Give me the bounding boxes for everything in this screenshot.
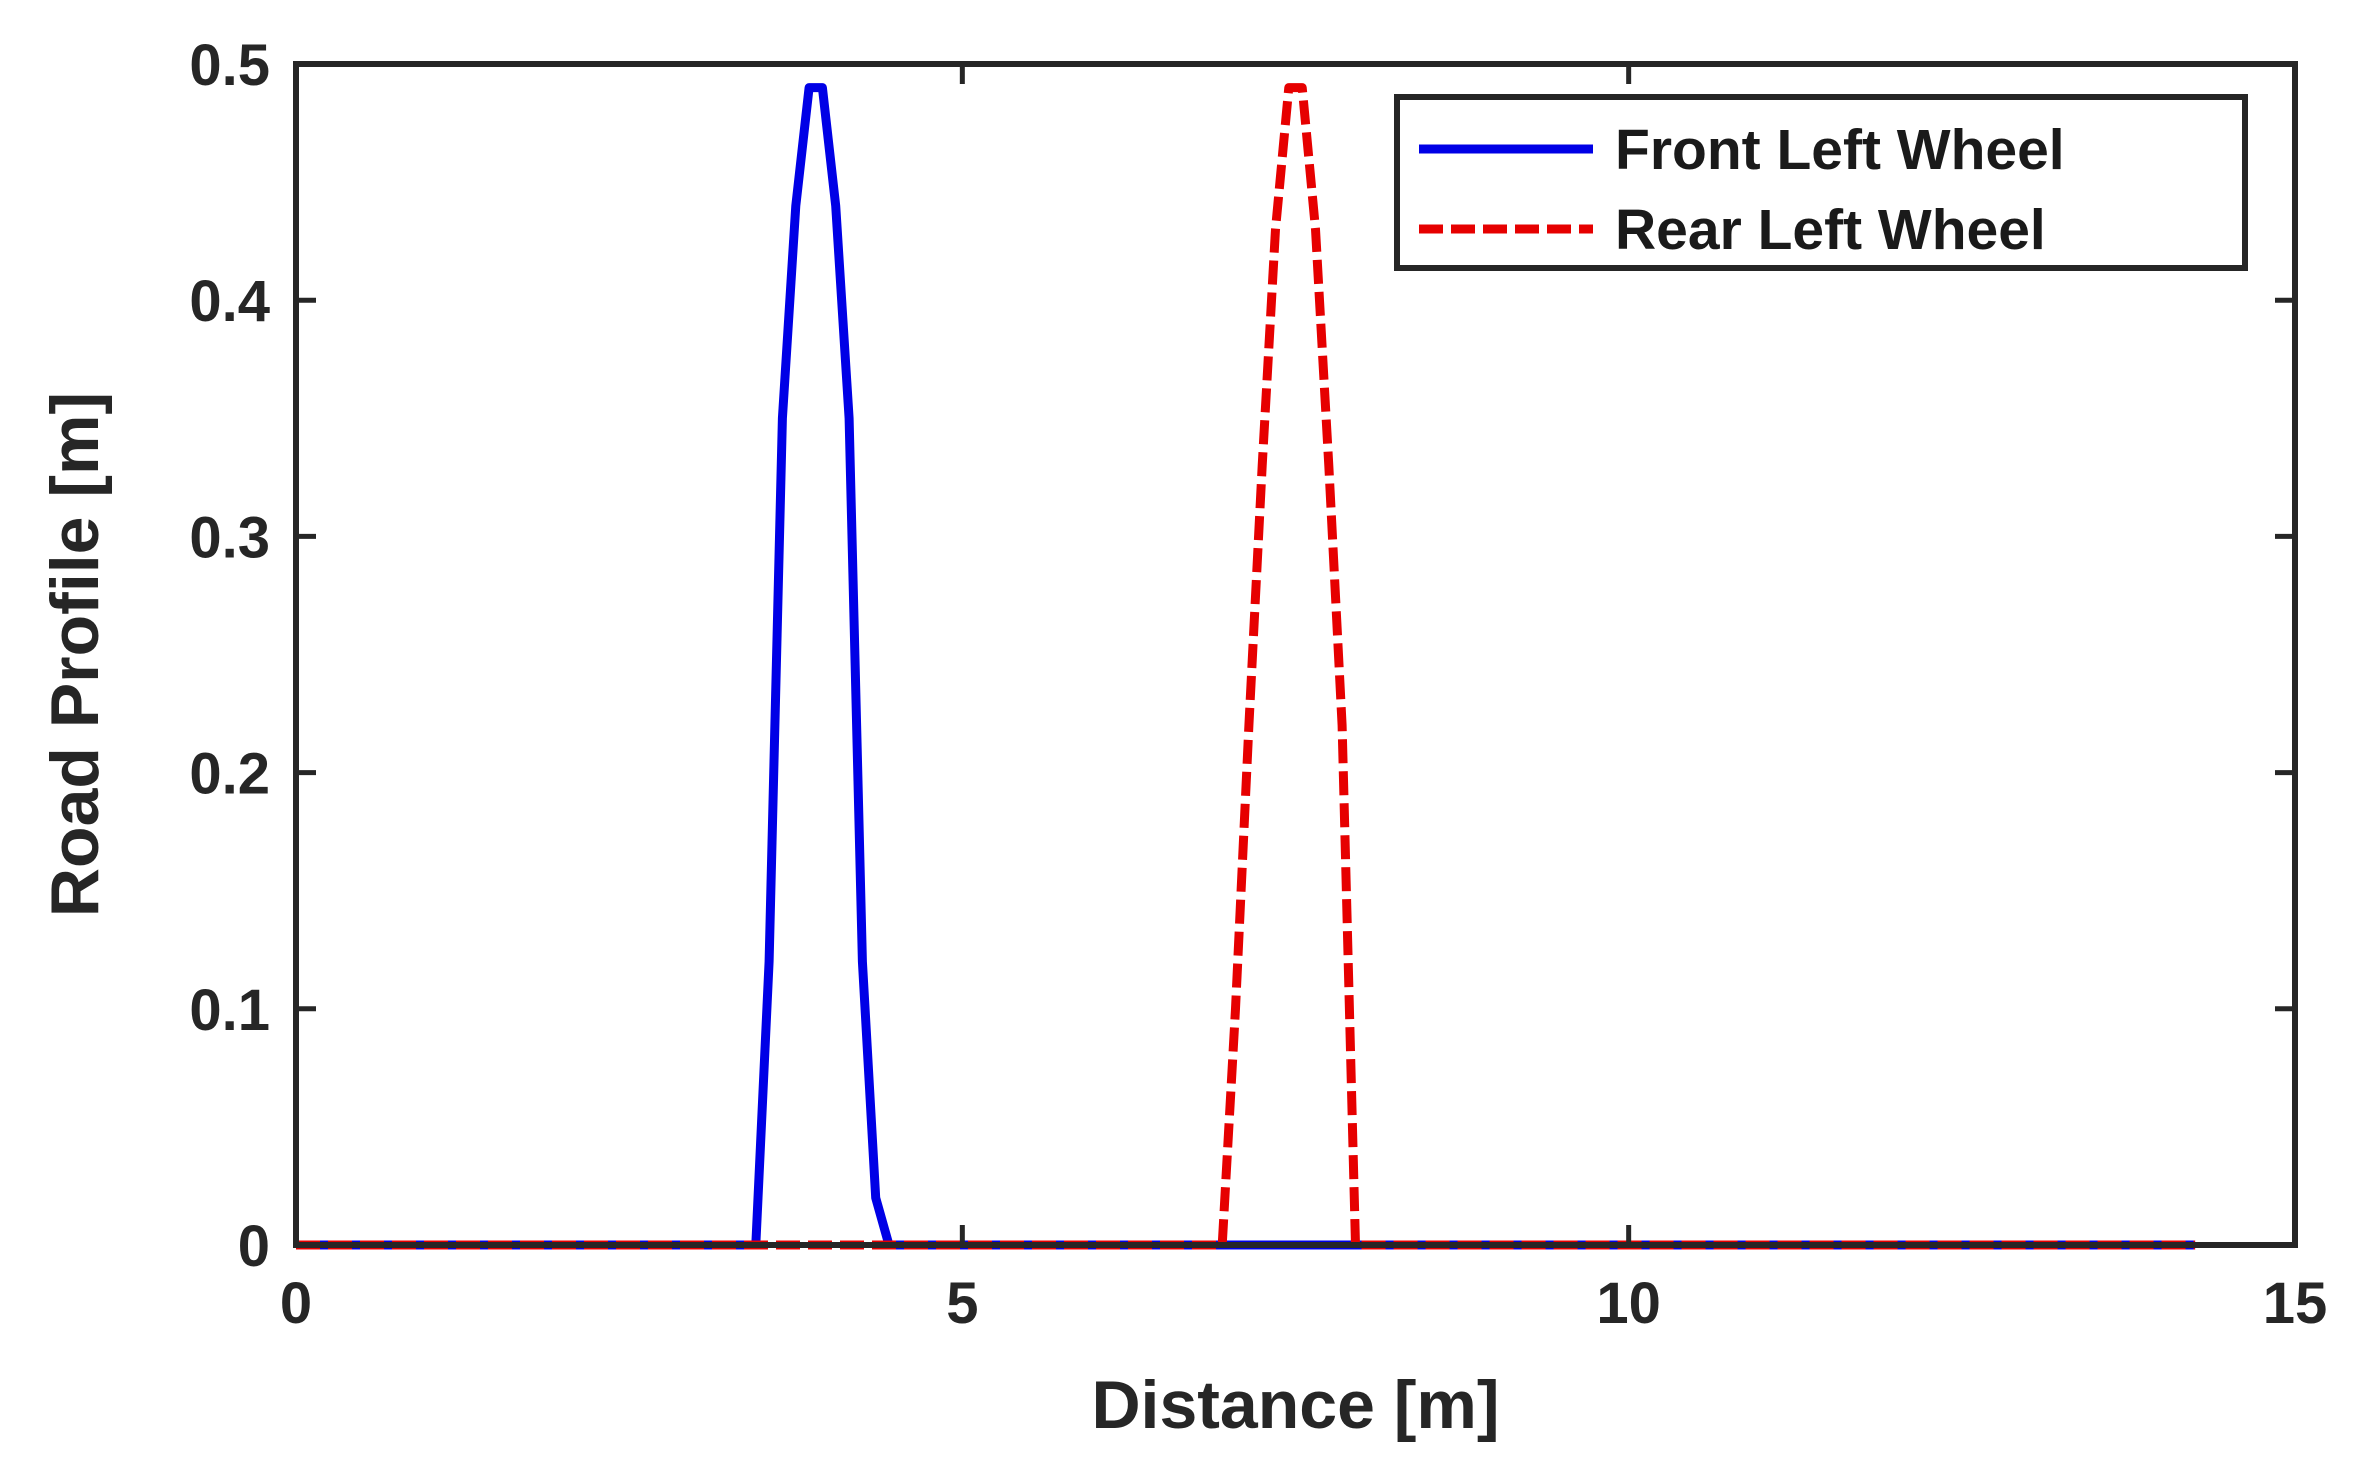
- series-layer: [296, 83, 2196, 1250]
- y-axis-title: Road Profile [m]: [37, 392, 113, 917]
- y-tick-label: 0.3: [189, 505, 270, 570]
- x-tick-label: 15: [2263, 1271, 2328, 1336]
- series-line-rear-left-wheel: [296, 83, 2196, 1250]
- axes-layer: 0 5 10 15 0 0.1 0.2 0.3 0.4 0.5 Distance [m] Road P…: [37, 33, 2327, 1443]
- x-tick-label: 10: [1596, 1271, 1661, 1336]
- legend-label-rear-left-wheel: Rear Left Wheel: [1615, 198, 2046, 262]
- y-tick-label: 0.4: [189, 269, 270, 334]
- plot-area-frame: [293, 61, 2298, 1248]
- y-tick-label: 0.2: [189, 742, 270, 807]
- legend-label-front-left-wheel: Front Left Wheel: [1615, 118, 2065, 182]
- x-tick-label: 0: [280, 1271, 312, 1336]
- y-tick-label: 0: [238, 1214, 270, 1279]
- series-line-front-left-wheel: [296, 83, 2196, 1250]
- x-tick-label: 5: [946, 1271, 978, 1336]
- legend: Front Left Wheel Rear Left Wheel: [1394, 94, 2248, 271]
- y-tick-label: 0.5: [189, 33, 270, 98]
- y-tick-label: 0.1: [189, 978, 270, 1043]
- x-axis-title: Distance [m]: [1091, 1367, 1499, 1443]
- legend-box: [1394, 94, 2248, 271]
